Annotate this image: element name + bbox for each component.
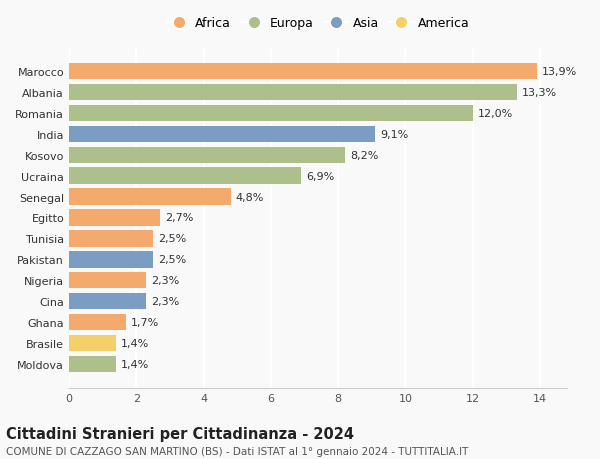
Text: 1,7%: 1,7% bbox=[131, 318, 160, 327]
Text: 2,3%: 2,3% bbox=[151, 297, 179, 307]
Text: 2,5%: 2,5% bbox=[158, 234, 187, 244]
Text: 1,4%: 1,4% bbox=[121, 359, 149, 369]
Bar bbox=[69, 293, 146, 310]
Text: 4,8%: 4,8% bbox=[236, 192, 264, 202]
Text: 2,7%: 2,7% bbox=[165, 213, 193, 223]
Text: 2,3%: 2,3% bbox=[151, 276, 179, 285]
Text: 9,1%: 9,1% bbox=[380, 129, 409, 140]
Bar bbox=[69, 335, 116, 352]
Text: Cittadini Stranieri per Cittadinanza - 2024: Cittadini Stranieri per Cittadinanza - 2… bbox=[6, 426, 354, 441]
Text: COMUNE DI CAZZAGO SAN MARTINO (BS) - Dati ISTAT al 1° gennaio 2024 - TUTTITALIA.: COMUNE DI CAZZAGO SAN MARTINO (BS) - Dat… bbox=[6, 446, 469, 456]
Text: 13,9%: 13,9% bbox=[542, 67, 577, 77]
Bar bbox=[69, 189, 230, 205]
Bar bbox=[69, 356, 116, 372]
Bar bbox=[69, 273, 146, 289]
Bar bbox=[69, 64, 537, 80]
Text: 2,5%: 2,5% bbox=[158, 255, 187, 265]
Text: 6,9%: 6,9% bbox=[306, 171, 334, 181]
Text: 13,3%: 13,3% bbox=[521, 88, 557, 98]
Bar bbox=[69, 210, 160, 226]
Bar bbox=[69, 168, 301, 185]
Bar bbox=[69, 147, 345, 163]
Bar bbox=[69, 106, 473, 122]
Bar bbox=[69, 314, 126, 330]
Bar bbox=[69, 126, 375, 143]
Bar bbox=[69, 231, 153, 247]
Text: 1,4%: 1,4% bbox=[121, 338, 149, 348]
Bar bbox=[69, 84, 517, 101]
Text: 12,0%: 12,0% bbox=[478, 109, 513, 118]
Bar bbox=[69, 252, 153, 268]
Legend: Africa, Europa, Asia, America: Africa, Europa, Asia, America bbox=[163, 14, 473, 34]
Text: 8,2%: 8,2% bbox=[350, 151, 379, 160]
